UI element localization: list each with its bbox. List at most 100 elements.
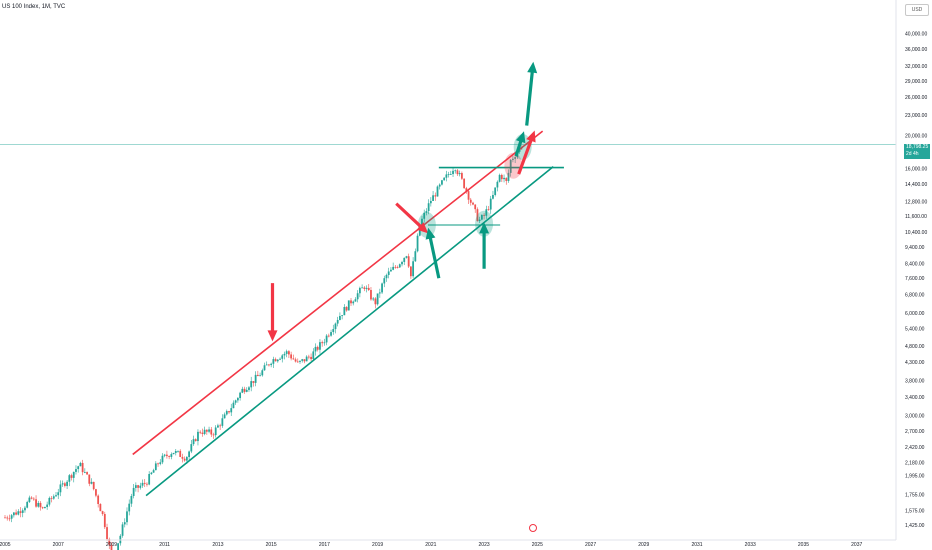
x-tick-label: 2027 bbox=[585, 542, 596, 548]
x-tick-label: 2007 bbox=[53, 542, 64, 548]
candle-body bbox=[314, 346, 317, 352]
candle-body bbox=[259, 375, 261, 377]
candle-body bbox=[17, 511, 20, 515]
candle-body bbox=[30, 497, 33, 499]
candle-body bbox=[489, 198, 492, 210]
candle-body bbox=[128, 503, 131, 512]
candle-body bbox=[203, 429, 206, 434]
y-tick-label: 2,180.00 bbox=[905, 460, 925, 466]
candle-body bbox=[79, 462, 82, 467]
candle-body bbox=[492, 194, 494, 199]
candle-body bbox=[303, 359, 306, 362]
candle-body bbox=[361, 287, 363, 289]
candle-body bbox=[312, 351, 315, 360]
symbol-title: US 100 Index, 1M, TVC bbox=[2, 4, 66, 10]
candle-body bbox=[108, 539, 111, 545]
y-tick-label: 5,400.00 bbox=[905, 327, 925, 333]
replay-icon[interactable] bbox=[529, 524, 537, 532]
candle-body bbox=[443, 177, 446, 181]
candle-body bbox=[28, 497, 31, 502]
candle-body bbox=[432, 195, 434, 201]
candle-body bbox=[101, 511, 104, 514]
candle-body bbox=[134, 485, 137, 488]
candle-body bbox=[407, 256, 410, 267]
price-axis[interactable]: 1,425.00 1,575.00 1,755.00 1,995.00 2,180.00… bbox=[895, 0, 927, 540]
candle-body bbox=[505, 177, 508, 181]
candle-body bbox=[507, 172, 510, 181]
candle-body bbox=[26, 501, 29, 508]
candle-body bbox=[239, 392, 242, 399]
candle-body bbox=[57, 492, 60, 496]
candle-body bbox=[37, 502, 40, 507]
candle-body bbox=[398, 264, 401, 268]
candle-body bbox=[12, 512, 15, 516]
red-arrow bbox=[267, 283, 278, 342]
candle-body bbox=[496, 181, 499, 188]
candle-body bbox=[159, 462, 162, 464]
candle-body bbox=[183, 458, 186, 461]
candle-body bbox=[170, 454, 173, 457]
candle-body bbox=[194, 439, 197, 442]
candle-body bbox=[172, 452, 175, 455]
red-trend-line bbox=[132, 130, 544, 456]
candle-body bbox=[396, 267, 399, 268]
candle-body bbox=[19, 511, 22, 513]
y-tick-label: 3,400.00 bbox=[905, 395, 925, 401]
candle-body bbox=[83, 472, 86, 473]
candle-body bbox=[46, 504, 49, 507]
green-highlight-circle bbox=[417, 212, 436, 239]
x-tick-label: 2025 bbox=[532, 542, 543, 548]
candle-body bbox=[332, 329, 335, 333]
candle-body bbox=[88, 474, 91, 484]
candle-body bbox=[345, 306, 348, 311]
candle-body bbox=[514, 157, 517, 159]
candle-body bbox=[429, 200, 432, 204]
candle-body bbox=[427, 203, 430, 212]
candle-body bbox=[341, 315, 344, 317]
candle-body bbox=[370, 290, 372, 300]
candle-body bbox=[177, 450, 179, 452]
candle-body bbox=[299, 360, 301, 362]
candle-body bbox=[143, 482, 146, 484]
currency-button[interactable]: USD bbox=[905, 4, 929, 16]
candle-body bbox=[387, 271, 390, 275]
candle-body bbox=[483, 214, 485, 216]
candle-body bbox=[110, 544, 113, 550]
candle-body bbox=[294, 359, 297, 362]
green-trend-line bbox=[145, 165, 554, 497]
candle-body bbox=[185, 457, 188, 461]
y-tick-label: 29,000.00 bbox=[905, 79, 927, 85]
candle-body bbox=[423, 212, 426, 219]
candle-body bbox=[281, 355, 284, 359]
candle-body bbox=[228, 411, 230, 413]
candle-body bbox=[232, 402, 235, 409]
candle-body bbox=[274, 359, 277, 362]
red-arrow bbox=[395, 202, 429, 234]
candle-body bbox=[405, 256, 408, 258]
y-tick-label: 23,000.00 bbox=[905, 113, 927, 119]
candle-body bbox=[461, 173, 463, 179]
candle-body bbox=[210, 429, 213, 435]
candle-body bbox=[212, 434, 215, 436]
time-axis[interactable]: 2005 2007 2009 2011 2013 2015 2017 2019 2021 2023… bbox=[0, 539, 896, 548]
candle-body bbox=[41, 507, 44, 509]
candle-body bbox=[55, 495, 57, 497]
candle-body bbox=[95, 489, 97, 496]
candle-body bbox=[21, 510, 24, 513]
candle-body bbox=[330, 332, 332, 336]
candle-body bbox=[163, 454, 166, 456]
candle-body bbox=[279, 358, 281, 360]
candle-body bbox=[480, 214, 483, 220]
candle-body bbox=[372, 298, 375, 300]
y-tick-label: 36,000.00 bbox=[905, 47, 927, 53]
candle-body bbox=[223, 414, 226, 419]
candle-body bbox=[32, 498, 35, 500]
candle-body bbox=[268, 364, 270, 366]
candle-body bbox=[137, 485, 139, 488]
y-tick-label: 7,600.00 bbox=[905, 276, 925, 282]
candle-body bbox=[339, 316, 341, 320]
candle-body bbox=[35, 499, 37, 507]
x-tick-label: 2023 bbox=[479, 542, 490, 548]
bar-countdown: 2d 4h bbox=[906, 151, 919, 157]
